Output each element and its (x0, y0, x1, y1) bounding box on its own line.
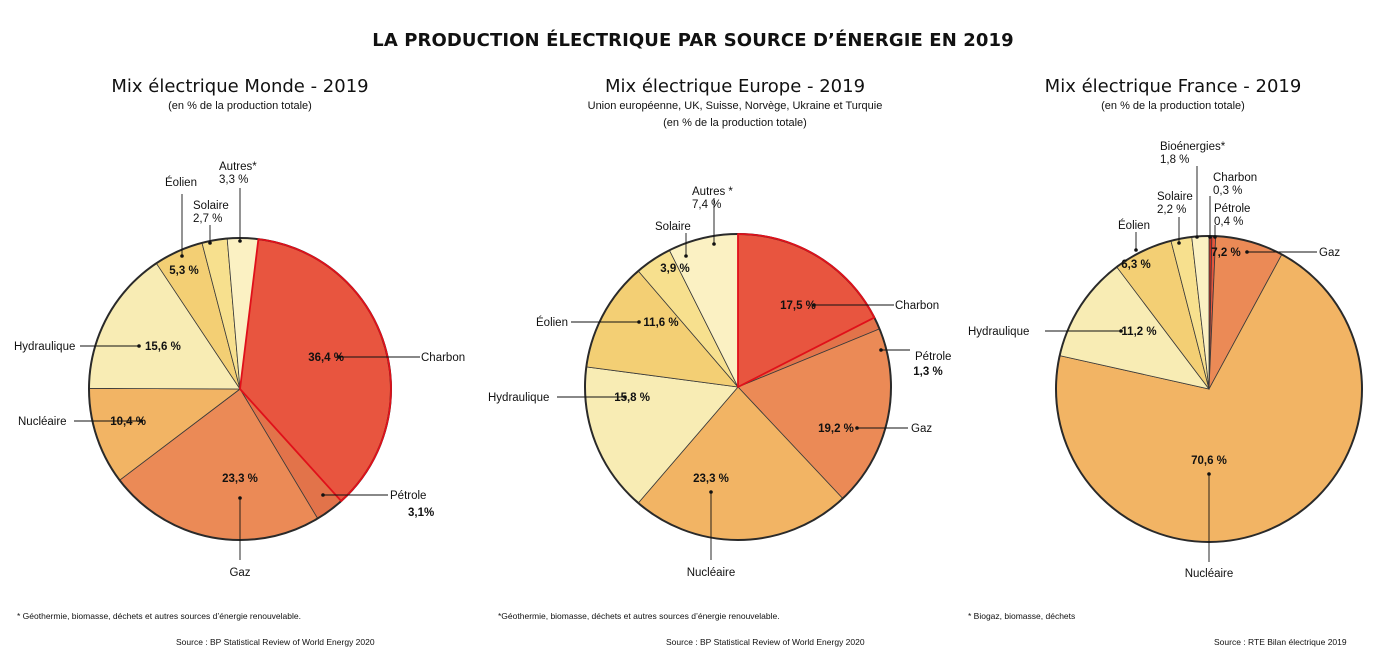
slice-value-label-charbon: 17,5 % (780, 300, 816, 312)
pie-slices (1055, 235, 1363, 543)
leader-dot-gaz (238, 496, 242, 500)
pie-labels: Charbon 36,4 % Pétrole 3,1% Gaz 23,3 % Nucléai… (14, 161, 465, 579)
leader-dot-eolien (637, 320, 641, 324)
pie-labels: Charbon 17,5 % Pétrole 1,3 % Gaz 19,2 % Nucléa… (488, 186, 951, 579)
footnote: * Géothermie, biomasse, déchets et autre… (17, 611, 301, 621)
slice-value-label-autres: 3,3 % (219, 174, 248, 186)
pie-chart-europe: Charbon 17,5 % Pétrole 1,3 % Gaz 19,2 % Nucléa… (488, 186, 951, 579)
panel-world: Mix électrique Monde - 2019 (en % de la … (0, 0, 480, 663)
slice-name-label-hydraulique: Hydraulique (488, 392, 549, 404)
source-text: Source : BP Statistical Review of World … (666, 637, 865, 647)
slice-name-label-hydraulique: Hydraulique (14, 341, 75, 353)
slice-value-label-solaire: 2,2 % (1157, 204, 1186, 216)
slice-name-label-autres: Autres * (692, 186, 733, 198)
slice-name-label-eolien: Éolien (1118, 219, 1150, 232)
leader-dot-petrole (1213, 235, 1217, 239)
leader-dot-nucleaire (139, 419, 143, 423)
leader-dot-bioenergies (1195, 235, 1199, 239)
source-text: Source : RTE Bilan électrique 2019 (1214, 637, 1347, 647)
slice-name-label-eolien: Éolien (536, 316, 568, 329)
slice-value-label-nucleaire: 10,4 % (110, 416, 146, 428)
slice-name-label-bioenergies: Bioénergies* (1160, 141, 1226, 153)
slice-value-label-hydraulique: 15,6 % (145, 341, 181, 353)
slice-name-label-charbon: Charbon (1213, 172, 1257, 184)
leader-dot-solaire (684, 254, 688, 258)
slice-name-label-solaire: Solaire (655, 221, 691, 233)
slice-name-label-charbon: Charbon (421, 352, 465, 364)
leader-dot-hydraulique (137, 344, 141, 348)
slice-name-label-nucleaire: Nucléaire (687, 567, 736, 579)
panel-title: Mix électrique Monde - 2019 (111, 76, 369, 97)
leader-dot-hydraulique (623, 395, 627, 399)
leader-dot-charbon (812, 303, 816, 307)
slice-name-label-hydraulique: Hydraulique (968, 326, 1029, 338)
footnote: * Biogaz, biomasse, déchets (968, 611, 1076, 621)
slice-name-label-petrole: Pétrole (915, 351, 951, 363)
slice-name-label-gaz: Gaz (911, 423, 932, 435)
pie-slices (88, 237, 392, 541)
panel-france: Mix électrique France - 2019 (en % de la… (960, 0, 1386, 663)
leader-dot-charbon (337, 355, 341, 359)
leader-dot-petrole (321, 493, 325, 497)
slice-value-label-solaire: 2,7 % (193, 213, 222, 225)
pie-chart-world: Charbon 36,4 % Pétrole 3,1% Gaz 23,3 % Nucléai… (14, 161, 465, 579)
panel-subtitle: (en % de la production totale) (1101, 100, 1245, 112)
leader-dot-nucleaire (1207, 472, 1211, 476)
slice-value-label-autres: 7,4 % (692, 199, 721, 211)
slice-value-label-gaz: 7,2 % (1211, 247, 1240, 259)
slice-value-label-eolien: 6,3 % (1121, 259, 1150, 271)
leader-dot-eolien (180, 254, 184, 258)
footnote: *Géothermie, biomasse, déchets et autres… (498, 611, 780, 621)
source-text: Source : BP Statistical Review of World … (176, 637, 375, 647)
slice-name-label-solaire: Solaire (1157, 191, 1193, 203)
slice-name-label-autres: Autres* (219, 161, 257, 173)
leader-dot-solaire (208, 241, 212, 245)
slice-value-label-solaire: 3,9 % (660, 263, 689, 275)
slice-value-label-nucleaire: 70,6 % (1191, 455, 1227, 467)
slice-name-label-gaz: Gaz (229, 567, 250, 579)
leader-dot-hydraulique (1119, 329, 1123, 333)
leader-dot-gaz (1245, 250, 1249, 254)
panel-europe: Mix électrique Europe - 2019 Union europ… (470, 0, 1000, 663)
slice-value-label-gaz: 23,3 % (222, 473, 258, 485)
leader-dot-nucleaire (709, 490, 713, 494)
slice-name-label-petrole: Pétrole (1214, 203, 1250, 215)
panel-subtitle: Union européenne, UK, Suisse, Norvège, U… (587, 100, 883, 112)
slice-value-label-eolien: 5,3 % (169, 265, 198, 277)
leader-dot-charbon (1208, 235, 1212, 239)
slice-value-label-nucleaire: 23,3 % (693, 473, 729, 485)
leader-dot-petrole (879, 348, 883, 352)
slice-value-label-petrole: 0,4 % (1214, 216, 1243, 228)
leader-dot-solaire (1177, 241, 1181, 245)
slice-value-label-eolien: 11,6 % (643, 317, 678, 329)
pie-slices (584, 233, 892, 541)
slice-value-label-bioenergies: 1,8 % (1160, 154, 1189, 166)
slice-value-label-gaz: 19,2 % (818, 423, 854, 435)
slice-value-label-petrole: 3,1% (408, 507, 434, 519)
slice-name-label-petrole: Pétrole (390, 490, 426, 502)
panel-subtitle: (en % de la production totale) (168, 100, 312, 112)
panel-subtitle-unit: (en % de la production totale) (663, 117, 807, 129)
pie-slice-highlight (239, 238, 392, 502)
leader-dot-autres (712, 242, 716, 246)
panel-title: Mix électrique Europe - 2019 (604, 76, 866, 97)
leader-dot-autres (238, 239, 242, 243)
slice-name-label-charbon: Charbon (895, 300, 939, 312)
slice-name-label-nucleaire: Nucléaire (18, 416, 67, 428)
slice-name-label-nucleaire: Nucléaire (1185, 568, 1234, 580)
slice-value-label-charbon: 0,3 % (1213, 185, 1242, 197)
slice-value-label-hydraulique: 15,8 % (614, 392, 650, 404)
slice-name-label-gaz: Gaz (1319, 247, 1340, 259)
slice-value-label-petrole: 1,3 % (913, 366, 942, 378)
main-title: LA PRODUCTION ÉLECTRIQUE PAR SOURCE D’ÉN… (372, 30, 1014, 51)
slice-name-label-eolien: Éolien (165, 176, 197, 189)
slice-name-label-solaire: Solaire (193, 200, 229, 212)
leader-dot-gaz (855, 426, 859, 430)
slice-value-label-charbon: 36,4 % (308, 352, 344, 364)
slice-value-label-hydraulique: 11,2 % (1121, 326, 1156, 338)
leader-dot-eolien (1134, 248, 1138, 252)
panel-title: Mix électrique France - 2019 (1044, 76, 1302, 97)
